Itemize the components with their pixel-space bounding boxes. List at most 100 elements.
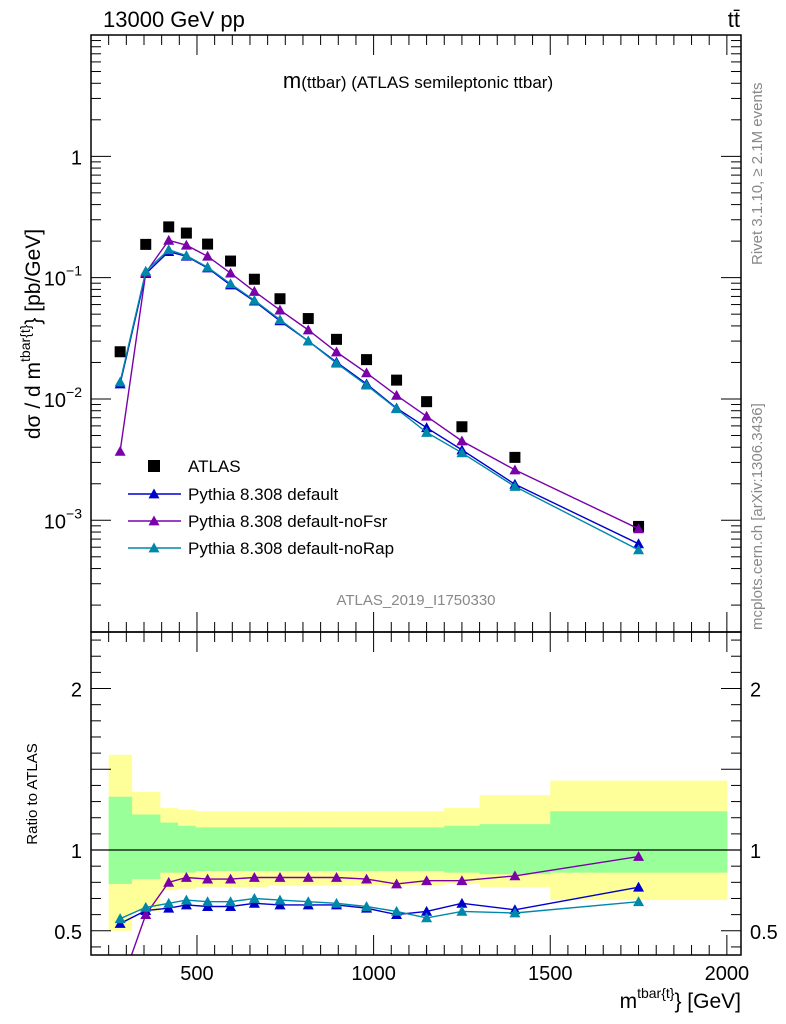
ratio-point bbox=[225, 896, 237, 907]
ratio-line bbox=[119, 897, 639, 920]
ratio-point bbox=[163, 897, 175, 908]
x-axis-label-main: m bbox=[620, 990, 638, 1013]
series-point bbox=[202, 250, 214, 261]
atlas-point bbox=[391, 374, 403, 386]
band-inner bbox=[408, 827, 445, 872]
atlas-point bbox=[361, 354, 373, 366]
ratio-point bbox=[509, 870, 521, 881]
band-inner bbox=[348, 827, 385, 872]
legend-marker bbox=[148, 542, 160, 553]
band-inner bbox=[292, 827, 325, 872]
atlas-point bbox=[456, 421, 468, 433]
chart-title-rest: (ttbar) (ATLAS semileptonic ttbar) bbox=[301, 73, 553, 92]
band-inner bbox=[324, 827, 350, 872]
y-tick-label-exp: −2 bbox=[66, 384, 82, 400]
watermark: ATLAS_2019_I1750330 bbox=[336, 592, 495, 609]
x-axis-label-sup: tbar{t} bbox=[637, 985, 675, 1001]
series-point bbox=[361, 367, 373, 378]
band-inner bbox=[177, 825, 196, 873]
ratio-series-1 bbox=[115, 850, 645, 992]
ratio-point bbox=[421, 905, 433, 916]
ratio-point bbox=[361, 873, 373, 884]
ratio-frame bbox=[90, 631, 742, 956]
ratio-point bbox=[163, 876, 175, 887]
x-tick-label: 1500 bbox=[528, 963, 573, 985]
series-point bbox=[274, 314, 286, 325]
ratio-series-group bbox=[114, 850, 645, 992]
series-point bbox=[633, 538, 645, 549]
legend-label: Pythia 8.308 default-noFsr bbox=[188, 512, 388, 531]
ratio-point bbox=[391, 878, 403, 889]
y-axis-label: dσ / d mtbar{t}} [pb/GeV] bbox=[17, 229, 45, 439]
y-axis-label-tail: } [pb/GeV] bbox=[22, 229, 45, 325]
y-tick-label: 10−1 bbox=[44, 263, 82, 291]
ratio-point bbox=[633, 850, 645, 861]
chart-title-main: m bbox=[283, 68, 301, 93]
ratio-y-axis-label: Ratio to ATLAS bbox=[24, 743, 41, 844]
ratio-y-tick-label-left: 2 bbox=[71, 680, 82, 702]
y-axis-label-sup: tbar{t} bbox=[17, 324, 33, 362]
ratio-point bbox=[633, 881, 645, 892]
ratio-point bbox=[140, 901, 152, 912]
series-point bbox=[456, 435, 468, 446]
series-point bbox=[421, 426, 433, 437]
series-point bbox=[274, 304, 286, 315]
ratio-y-tick-label-right: 2 bbox=[750, 680, 761, 702]
ratio-point bbox=[202, 896, 214, 907]
atlas-point bbox=[302, 313, 314, 325]
ratio-point bbox=[114, 913, 126, 924]
ratio-point bbox=[248, 871, 260, 882]
band-inner bbox=[384, 827, 410, 872]
series-point bbox=[248, 285, 260, 296]
ratio-series-2 bbox=[114, 892, 645, 924]
process-label: tt̄ bbox=[728, 7, 740, 32]
series-point bbox=[509, 464, 521, 475]
legend-marker bbox=[148, 488, 160, 499]
series-point bbox=[140, 265, 152, 276]
series-point bbox=[163, 234, 175, 245]
ratio-point bbox=[115, 982, 126, 992]
series-point bbox=[180, 250, 192, 260]
series-point bbox=[331, 346, 343, 357]
ratio-point bbox=[140, 909, 152, 920]
ratio-line bbox=[130, 855, 639, 955]
ratio-point bbox=[331, 897, 343, 908]
series-point bbox=[509, 480, 521, 491]
atlas-point bbox=[140, 238, 152, 250]
ratio-point bbox=[456, 875, 468, 886]
y-tick-label: 1 bbox=[71, 147, 82, 169]
rivet-label: Rivet 3.1.10, ≥ 2.1M events bbox=[749, 83, 766, 266]
energy-label: 13000 GeV pp bbox=[103, 7, 245, 32]
y-axis-label-main: dσ / d m bbox=[22, 362, 45, 439]
ratio-point bbox=[331, 871, 343, 882]
mcplots-label: mcplots.cern.ch [arXiv:1306.3436] bbox=[749, 403, 766, 630]
atlas-point bbox=[274, 293, 286, 305]
ratio-panel: 0.5 0.5 1 1 2 2 500 1000 1500 2000 Ratio to ATLAS… bbox=[24, 631, 778, 1013]
band-inner bbox=[479, 824, 551, 875]
series-point bbox=[248, 294, 260, 305]
band-inner bbox=[267, 827, 293, 872]
y-tick-label: 10−3 bbox=[44, 505, 82, 533]
band-inner bbox=[241, 827, 269, 872]
atlas-point bbox=[180, 227, 192, 239]
ratio-point bbox=[302, 896, 314, 907]
atlas-point bbox=[202, 238, 214, 250]
y-tick-label-exp: −1 bbox=[66, 263, 82, 279]
band-inner bbox=[108, 796, 133, 884]
series-point bbox=[202, 261, 214, 272]
ratio-point bbox=[274, 871, 286, 882]
series-line bbox=[119, 248, 639, 551]
series-point bbox=[361, 379, 373, 390]
atlas-point bbox=[331, 333, 343, 345]
atlas-point bbox=[225, 255, 237, 267]
series-point bbox=[302, 335, 314, 346]
ratio-y-tick-label-left: 0.5 bbox=[54, 922, 82, 944]
ratio-point bbox=[421, 875, 433, 886]
main-panel: 1 10−1 10−2 10−3 m(ttbar) (ATLAS semilepton… bbox=[17, 34, 742, 633]
band-inner bbox=[444, 825, 481, 873]
atlas-point bbox=[248, 273, 260, 285]
y-tick-label: 10−2 bbox=[44, 384, 82, 412]
x-axis-label: mtbar{t}} [GeV] bbox=[620, 985, 741, 1013]
ratio-y-tick-label-right: 1 bbox=[750, 841, 761, 863]
series-point bbox=[456, 447, 468, 458]
